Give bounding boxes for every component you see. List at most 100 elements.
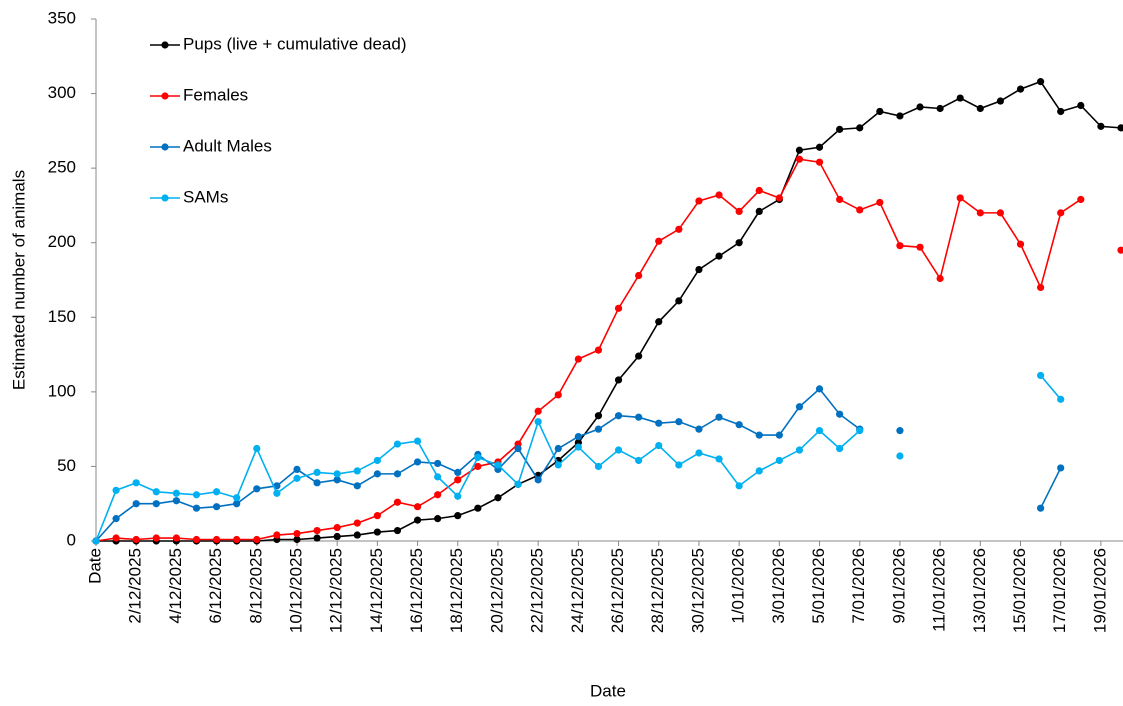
point <box>836 125 844 133</box>
point <box>373 470 381 478</box>
point <box>815 158 824 166</box>
series-line <box>95 387 1062 542</box>
point <box>675 297 683 305</box>
point <box>333 523 341 532</box>
point <box>132 535 140 544</box>
point <box>655 237 663 245</box>
point <box>1016 85 1025 93</box>
point <box>695 197 703 205</box>
x-tick-label: 18/12/2025 <box>447 548 466 633</box>
x-tick-label: 3/01/2026 <box>769 548 788 624</box>
point <box>454 476 462 484</box>
x-tick-label: 5/01/2026 <box>809 548 828 624</box>
point <box>936 274 944 283</box>
point <box>233 500 241 508</box>
legend-marker <box>161 143 169 151</box>
point <box>755 207 763 215</box>
x-tick-label: 24/12/2025 <box>568 548 587 633</box>
x-tick-label: 6/12/2025 <box>206 548 225 624</box>
point <box>916 243 924 251</box>
point <box>735 239 743 247</box>
point <box>534 476 542 484</box>
legend-label: Pups (live + cumulative dead) <box>183 34 406 53</box>
x-tick-label: 7/01/2026 <box>849 548 868 624</box>
point <box>715 455 723 463</box>
point <box>554 391 562 399</box>
point <box>1117 124 1123 132</box>
point <box>172 497 180 505</box>
x-tick-label: 26/12/2025 <box>608 548 627 633</box>
point <box>1057 209 1065 217</box>
point <box>494 461 502 469</box>
point <box>635 271 643 280</box>
legend-marker <box>161 194 169 202</box>
point <box>1077 101 1085 110</box>
point <box>996 97 1005 105</box>
y-tick-label: 200 <box>48 232 76 251</box>
point <box>393 440 402 448</box>
legend-label: Females <box>183 85 248 104</box>
point <box>273 489 281 497</box>
point <box>695 265 703 274</box>
point <box>494 494 502 502</box>
point <box>876 107 884 116</box>
point <box>474 462 482 471</box>
x-tick-label: 30/12/2025 <box>688 548 707 633</box>
point <box>132 479 140 487</box>
y-tick-label: 150 <box>48 307 76 326</box>
point <box>253 535 261 544</box>
point <box>413 437 422 445</box>
point <box>373 512 381 520</box>
point <box>233 494 241 502</box>
point <box>956 194 964 202</box>
legend-label: SAMs <box>183 187 228 206</box>
x-tick-label: 10/12/2025 <box>286 548 305 633</box>
point <box>393 470 402 478</box>
point <box>192 535 201 544</box>
x-tick-label: 11/01/2026 <box>930 548 949 632</box>
point <box>1037 504 1045 512</box>
point <box>92 537 100 545</box>
point <box>474 453 482 462</box>
point <box>373 528 381 536</box>
point <box>514 480 522 488</box>
x-tick-label: 17/01/2026 <box>1050 548 1069 633</box>
x-tick-label: 1/01/2026 <box>729 548 748 624</box>
point <box>695 425 703 433</box>
point <box>715 191 723 199</box>
point <box>333 532 341 541</box>
point <box>594 462 603 471</box>
point <box>574 355 582 363</box>
point <box>976 104 984 113</box>
point <box>815 143 824 151</box>
x-axis-title: Date <box>590 681 626 700</box>
x-tick-label: 19/01/2026 <box>1090 548 1109 633</box>
point <box>534 418 542 426</box>
point <box>313 468 321 476</box>
point <box>594 412 603 420</box>
legend-marker <box>161 92 169 100</box>
point <box>353 531 361 539</box>
point <box>454 512 462 520</box>
point <box>293 529 301 538</box>
point <box>212 488 221 496</box>
point <box>836 195 844 204</box>
legend-label: Adult Males <box>183 136 272 155</box>
point <box>614 304 623 312</box>
point <box>434 473 442 481</box>
point <box>856 124 864 132</box>
point <box>534 407 542 415</box>
point <box>1057 107 1065 116</box>
point <box>896 242 904 250</box>
point <box>735 482 743 490</box>
point <box>916 103 924 111</box>
y-tick-label: 250 <box>48 158 76 177</box>
point <box>614 412 623 420</box>
point <box>393 498 402 506</box>
point <box>393 526 402 535</box>
point <box>896 452 904 460</box>
point <box>655 318 663 326</box>
point <box>112 534 120 542</box>
point <box>936 104 944 113</box>
point <box>313 479 321 487</box>
